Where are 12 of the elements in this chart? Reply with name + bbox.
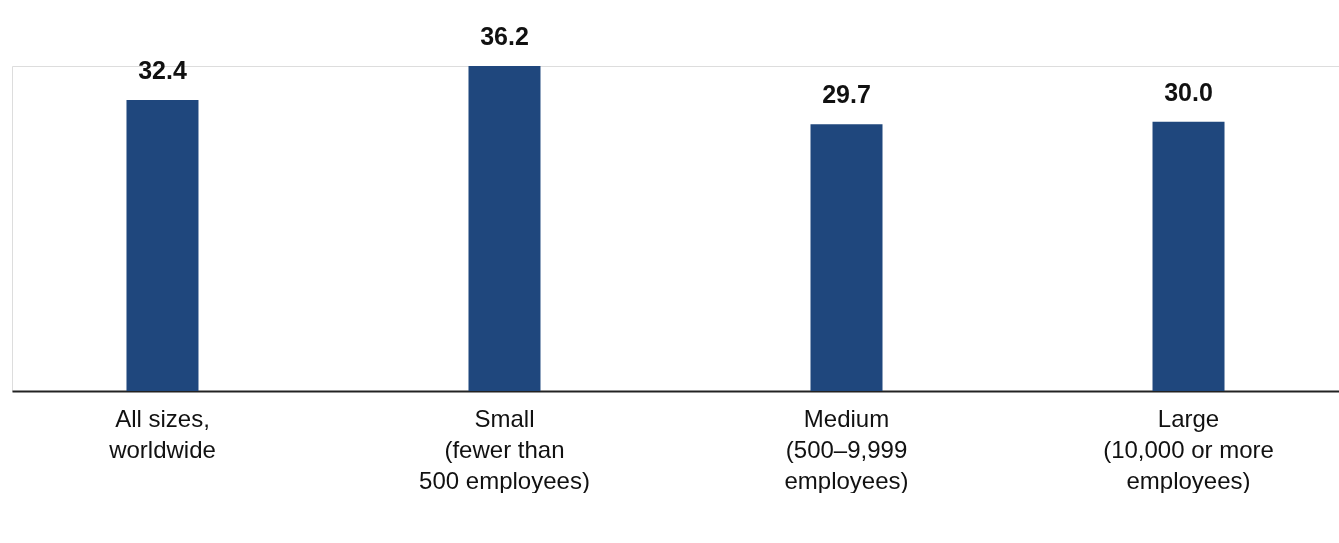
bar [810,124,883,391]
data-label: 36.2 [480,22,529,50]
x-tick-label: Large (10,000 or more employees) [1103,404,1274,494]
x-tick-label: Medium (500–9,999 employees) [784,404,909,494]
data-label: 30.0 [1164,77,1213,106]
data-label: 29.7 [822,80,871,109]
x-tick-label: Small (fewer than 500 employees) [419,404,590,494]
bar [468,66,541,391]
bar [1152,121,1225,391]
x-tick-label: All sizes, worldwide [108,404,216,463]
data-label: 32.4 [138,56,187,85]
bar [126,100,199,391]
